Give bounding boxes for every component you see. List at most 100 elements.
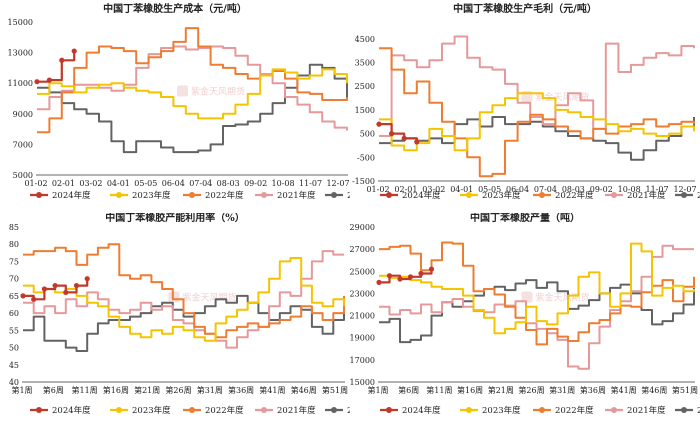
legend-marker	[539, 192, 545, 198]
chart-title: 中国丁苯橡胶产量（吨）	[470, 213, 580, 224]
y-tick-label: 2500	[355, 82, 375, 91]
legend-marker	[189, 192, 195, 198]
y-tick-label: 65	[9, 292, 19, 301]
series-point-2024年度	[418, 270, 424, 277]
x-tick-label: 第16周	[103, 385, 129, 395]
x-tick-label: 第26周	[165, 385, 191, 395]
series-line-2023年度	[379, 92, 695, 152]
legend-label: 2024年度	[52, 190, 91, 201]
x-tick-label: 第1周	[367, 385, 388, 395]
series-point-2024年度	[84, 276, 90, 282]
x-tick-label: 02-01	[394, 185, 417, 194]
y-tick-label: 70	[9, 275, 19, 284]
x-tick-label: 第16周	[457, 385, 483, 395]
series-point-2024年度	[59, 57, 65, 63]
chart-svg: 中国丁苯橡胶产量（吨） 15000 17000 19000 21000 23000 2500…	[350, 213, 700, 416]
legend-label: 2022年度	[205, 190, 244, 201]
x-tick-label: 第11周	[426, 385, 452, 395]
legend-label: 2022年度	[555, 405, 594, 416]
x-tick-label: 08-03	[217, 179, 240, 188]
series-line-2021年度	[379, 244, 694, 370]
series-line-2020年度	[379, 279, 695, 344]
series-point-2024年度	[414, 139, 420, 145]
y-tick-label: 55	[9, 326, 19, 335]
x-tick-label: 06-04	[506, 185, 529, 194]
series-point-2024年度	[71, 48, 77, 54]
legend-label: 2020年度	[347, 405, 350, 416]
x-tick-label: 第46周	[291, 385, 317, 395]
x-tick-label: 第51周	[672, 385, 698, 395]
series-point-2024年度	[401, 135, 407, 141]
legend-marker	[36, 192, 42, 198]
x-tick-label: 07-04	[534, 185, 557, 194]
series-point-2024年度	[63, 289, 69, 296]
legend-marker	[466, 192, 472, 198]
legend-marker	[189, 407, 195, 413]
legend-label: 2020年度	[347, 190, 350, 201]
legend-marker	[116, 192, 122, 198]
chart-svg: 中国丁苯橡胶产能利用率（%） 40 45 50 55 60 65 70 75 80 85 第1周 第6周…	[9, 213, 350, 416]
legend-label: 2020年度	[697, 405, 700, 416]
chart-panel-output: 中国丁苯橡胶产量（吨） 15000 17000 19000 21000 23000 2500…	[350, 213, 700, 426]
chart-panel-utilization: 中国丁苯橡胶产能利用率（%） 40 45 50 55 60 65 70 75 80 85 第1周 第6周…	[0, 213, 350, 426]
x-tick-label: 第46周	[641, 385, 667, 395]
y-tick-label: 29000	[350, 223, 375, 232]
chart-svg: 中国丁苯橡胶生产毛利（元/吨） -1500 -500 500 1500 2500 3500 4…	[352, 2, 700, 201]
y-tick-label: 85	[9, 223, 19, 232]
legend-marker	[611, 407, 617, 413]
x-tick-label: 05-05	[134, 179, 157, 188]
series-line-2022年度	[379, 241, 695, 346]
x-tick-label: 02-01	[52, 179, 75, 188]
legend-marker	[331, 407, 337, 413]
y-tick-label: 15000	[350, 378, 375, 387]
series-point-2024年度	[41, 286, 48, 292]
y-tick-label: -500	[357, 153, 375, 162]
x-tick-label: 04-01	[107, 179, 130, 188]
legend-marker	[539, 407, 545, 413]
legend-label: 2023年度	[482, 405, 521, 416]
x-tick-label: 第6周	[43, 385, 64, 395]
x-tick-label: 08-03	[562, 185, 585, 194]
chart-svg: 中国丁苯橡胶生产成本（元/吨） 5000 7000 9000 11000 13000 150…	[8, 2, 350, 201]
series-point-2024年度	[376, 279, 382, 285]
series-line-2023年度	[37, 68, 348, 120]
series-point-2024年度	[407, 274, 414, 280]
x-tick-label: 第41周	[259, 385, 285, 395]
series-point-2024年度	[376, 121, 382, 127]
x-tick-label: 12-07	[326, 179, 349, 188]
watermark-text: 紫金天风期货	[183, 292, 237, 304]
y-tick-label: 19000	[350, 334, 375, 343]
x-tick-label: 11-07	[299, 179, 322, 188]
series-point-2024年度	[389, 131, 395, 137]
series-line-2024年度	[37, 51, 76, 83]
chart-title: 中国丁苯橡胶产能利用率（%）	[105, 213, 245, 224]
y-tick-label: 80	[9, 240, 19, 249]
x-tick-label: 10-08	[618, 185, 641, 194]
x-tick-label: 第31周	[549, 385, 575, 395]
x-tick-label: 第26周	[518, 385, 544, 395]
x-tick-label: 第1周	[11, 385, 32, 395]
y-tick-label: 7000	[13, 140, 33, 149]
y-tick-label: 45	[9, 361, 19, 370]
legend-marker	[116, 407, 122, 413]
legend-marker	[261, 192, 267, 198]
x-tick-label: 03-02	[79, 179, 102, 188]
x-tick-label: 06-04	[162, 179, 185, 188]
x-tick-label: 第36周	[580, 385, 606, 395]
y-tick-label: 1500	[355, 106, 375, 115]
series-point-2024年度	[428, 266, 435, 272]
series-line-2020年度	[379, 116, 695, 161]
x-tick-label: 第36周	[228, 385, 254, 395]
legend-marker	[386, 192, 392, 198]
legend-marker	[611, 192, 617, 198]
legend-label: 2023年度	[132, 190, 171, 201]
x-tick-label: 07-04	[189, 179, 212, 188]
series-line-2023年度	[379, 242, 695, 335]
y-tick-label: 9000	[13, 110, 33, 119]
x-tick-label: 第41周	[611, 385, 637, 395]
series-point-2024年度	[52, 282, 58, 289]
x-tick-label: 12-07	[673, 185, 696, 194]
watermark-logo	[177, 85, 188, 97]
x-tick-label: 第21周	[488, 385, 514, 395]
series-point-2024年度	[34, 79, 40, 85]
